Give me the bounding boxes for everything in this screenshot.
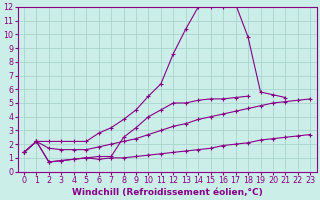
X-axis label: Windchill (Refroidissement éolien,°C): Windchill (Refroidissement éolien,°C) xyxy=(72,188,262,197)
